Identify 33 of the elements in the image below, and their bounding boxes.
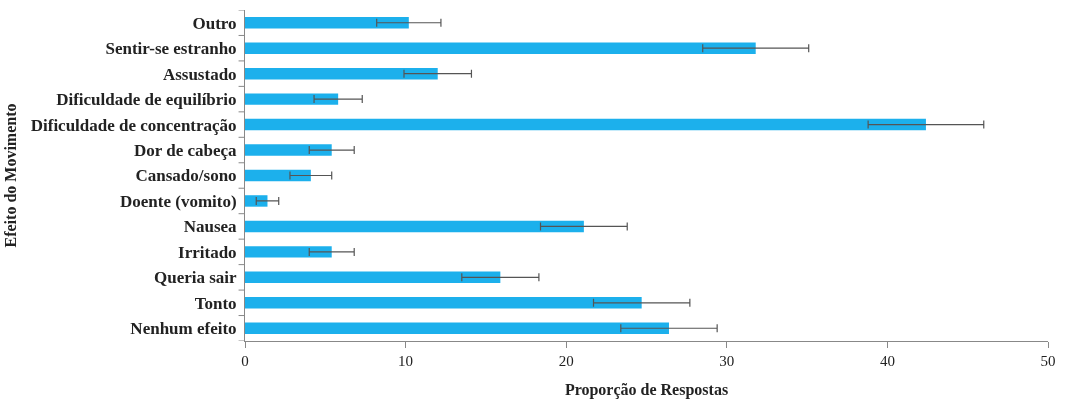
y-tick-label: Dor de cabeça (133, 140, 238, 160)
bar (245, 297, 642, 309)
bar (245, 144, 332, 156)
x-tick-label: 0 (241, 353, 249, 369)
bar (245, 42, 756, 54)
x-tick-label: 20 (558, 353, 574, 369)
x-tick-label: 10 (398, 353, 414, 369)
bar (245, 220, 584, 233)
y-tick-label: Sentir-se estranho (105, 39, 237, 59)
bar (245, 118, 926, 131)
x-tick-label: 40 (879, 353, 895, 369)
bar (245, 93, 339, 105)
y-tick-label: Assustado (162, 64, 237, 84)
y-tick-label: Dificuldade de equilíbrio (56, 90, 237, 110)
bar (245, 322, 669, 334)
bar (245, 17, 409, 29)
y-axis-title: Efeito do Movimento (1, 103, 19, 248)
bar (245, 271, 501, 284)
y-tick-label: Tonto (194, 293, 237, 313)
y-tick-label: Doente (vomito) (119, 191, 237, 211)
bar (245, 67, 438, 80)
x-tick-label: 30 (719, 353, 735, 369)
y-tick-label: Queria sair (153, 268, 238, 288)
x-tick-label: 50 (1040, 353, 1056, 369)
bar (245, 246, 332, 258)
x-axis-title: Proporção de Respostas (564, 380, 729, 399)
y-tick-label: Dificuldade de concentração (30, 115, 237, 135)
y-tick-label: Irritado (178, 242, 237, 262)
y-tick-label: Cansado/sono (135, 166, 237, 186)
y-tick-label: Outro (192, 13, 237, 33)
y-tick-label: Nausea (183, 217, 238, 237)
y-tick-label: Nenhum efeito (130, 319, 237, 339)
bar (245, 169, 311, 182)
